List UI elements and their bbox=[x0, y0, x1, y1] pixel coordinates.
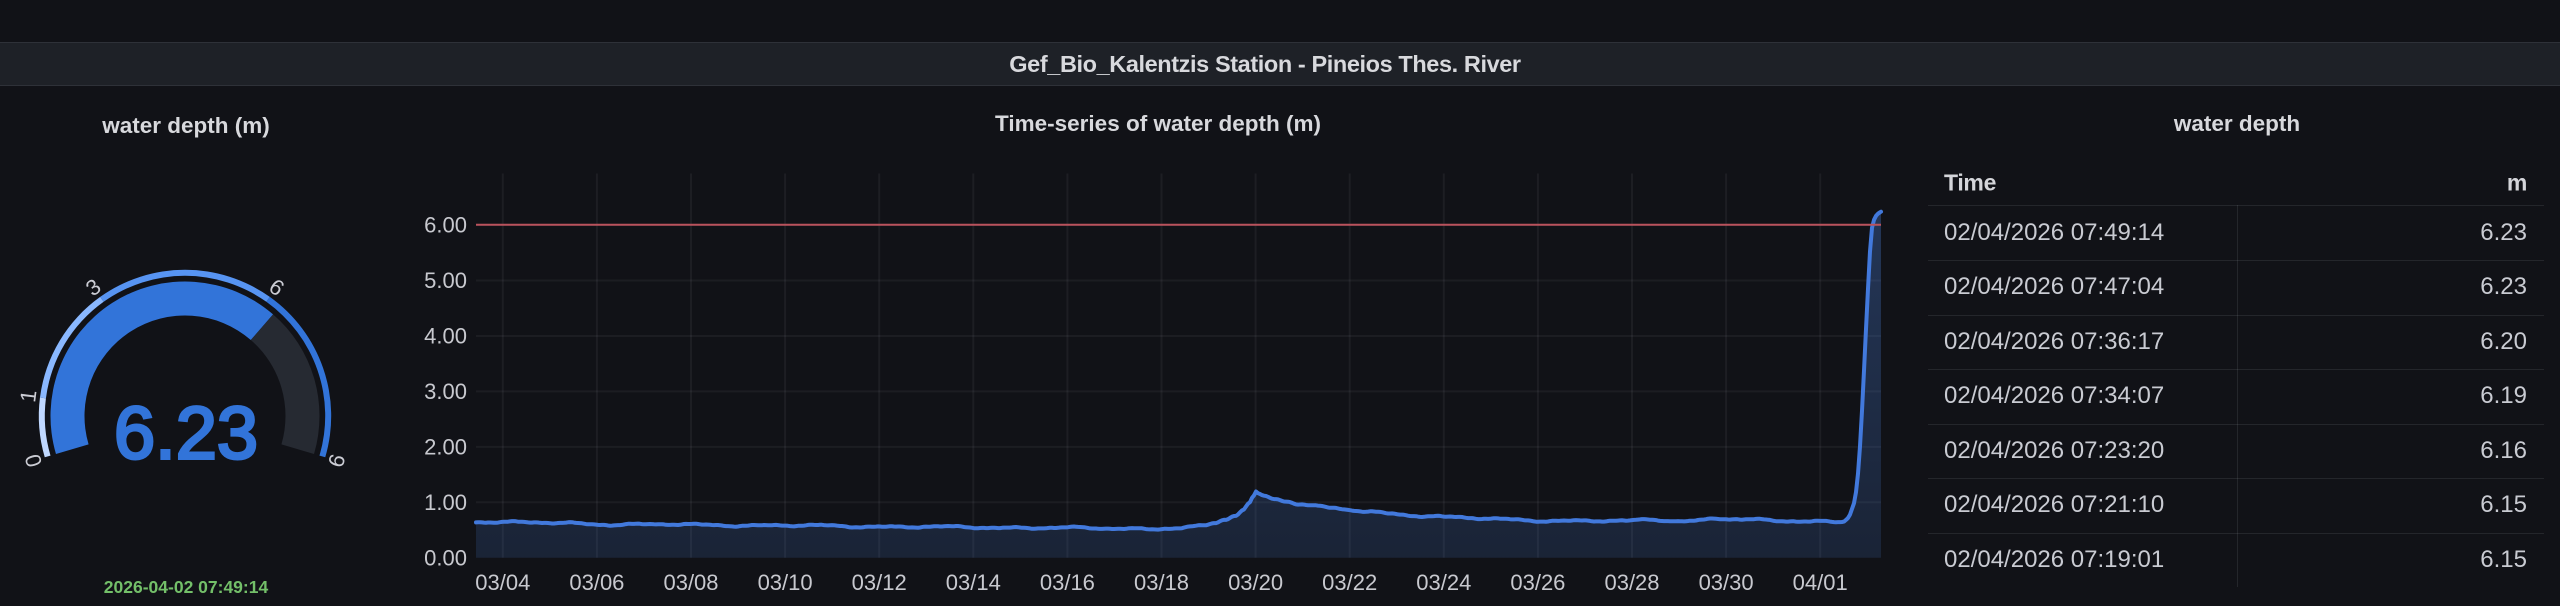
svg-text:6.00: 6.00 bbox=[424, 213, 467, 238]
svg-text:03/12: 03/12 bbox=[852, 570, 907, 595]
svg-text:03/20: 03/20 bbox=[1228, 570, 1283, 595]
svg-text:2026-04-02 07:49:14: 2026-04-02 07:49:14 bbox=[104, 577, 269, 597]
svg-text:1: 1 bbox=[15, 388, 41, 403]
svg-text:03/10: 03/10 bbox=[758, 570, 813, 595]
svg-text:03/08: 03/08 bbox=[663, 570, 718, 595]
svg-text:03/06: 03/06 bbox=[569, 570, 624, 595]
svg-text:6.23: 6.23 bbox=[114, 392, 258, 475]
svg-text:0.00: 0.00 bbox=[424, 545, 467, 570]
svg-text:2.00: 2.00 bbox=[424, 434, 467, 459]
svg-text:03/18: 03/18 bbox=[1134, 570, 1189, 595]
svg-text:03/14: 03/14 bbox=[946, 570, 1001, 595]
svg-text:03/04: 03/04 bbox=[475, 570, 530, 595]
svg-text:0: 0 bbox=[20, 451, 47, 470]
svg-text:1.00: 1.00 bbox=[424, 490, 467, 515]
svg-text:03/28: 03/28 bbox=[1604, 570, 1659, 595]
svg-text:5.00: 5.00 bbox=[424, 268, 467, 293]
svg-text:3.00: 3.00 bbox=[424, 379, 467, 404]
svg-text:03/26: 03/26 bbox=[1510, 570, 1565, 595]
svg-text:9: 9 bbox=[323, 451, 350, 470]
svg-text:03/16: 03/16 bbox=[1040, 570, 1095, 595]
svg-text:4.00: 4.00 bbox=[424, 324, 467, 349]
svg-text:03/24: 03/24 bbox=[1416, 570, 1471, 595]
svg-text:04/01: 04/01 bbox=[1793, 570, 1848, 595]
svg-text:03/30: 03/30 bbox=[1699, 570, 1754, 595]
svg-text:03/22: 03/22 bbox=[1322, 570, 1377, 595]
